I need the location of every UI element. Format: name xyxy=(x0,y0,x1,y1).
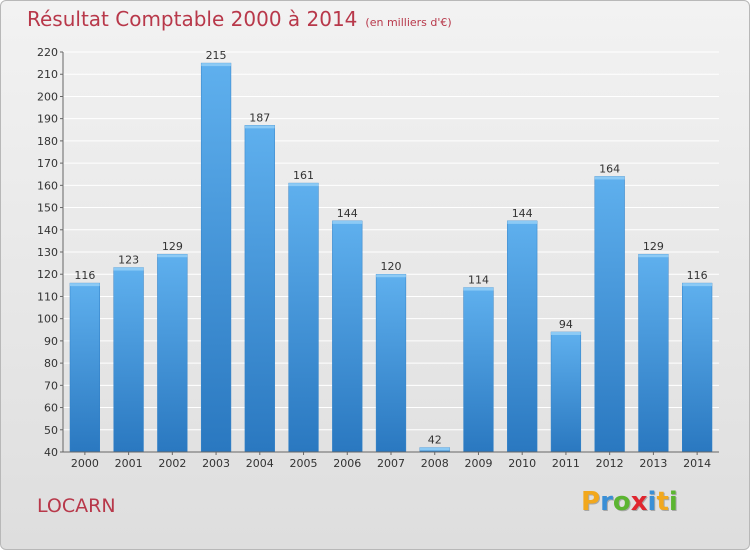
bar-highlight xyxy=(332,220,363,224)
data-label-2000: 116 xyxy=(74,269,95,282)
data-label-2003: 215 xyxy=(206,49,227,62)
bar-highlight xyxy=(244,125,275,129)
y-tick-label: 130 xyxy=(37,246,58,259)
x-tick-label-2003: 2003 xyxy=(202,457,230,470)
bar-2003 xyxy=(200,62,232,453)
x-tick-label-2008: 2008 xyxy=(421,457,449,470)
bar-highlight xyxy=(288,183,319,187)
data-label-2009: 114 xyxy=(468,274,489,287)
data-label-2012: 164 xyxy=(599,162,620,175)
y-tick-label: 210 xyxy=(37,68,58,81)
data-label-2007: 120 xyxy=(381,260,402,273)
logo-letter: i xyxy=(668,487,678,517)
bar-highlight xyxy=(69,283,100,287)
bar-highlight xyxy=(507,220,538,224)
data-label-2011: 94 xyxy=(559,318,573,331)
bar-highlight xyxy=(376,274,406,278)
bar-2005 xyxy=(288,182,319,453)
bar-2002 xyxy=(157,253,188,453)
x-tick-label-2006: 2006 xyxy=(333,457,361,470)
data-label-2005: 161 xyxy=(293,169,314,182)
bar-2007 xyxy=(375,273,407,453)
y-tick-label: 100 xyxy=(37,313,58,326)
logo-letter: o xyxy=(612,487,631,517)
logo-letter: t xyxy=(656,487,669,517)
bar-highlight xyxy=(638,254,669,258)
bar-2006 xyxy=(332,220,363,453)
bar-2011 xyxy=(550,331,582,453)
bar-highlight xyxy=(201,63,231,67)
x-tick-label-2000: 2000 xyxy=(71,457,99,470)
y-tick-label: 60 xyxy=(44,402,58,415)
y-tick-label: 200 xyxy=(37,90,58,103)
y-tick-label: 90 xyxy=(44,335,58,348)
commune-name: LOCARN xyxy=(37,495,116,517)
data-label-2002: 129 xyxy=(162,240,183,253)
y-tick-label: 170 xyxy=(37,157,58,170)
y-tick-label: 220 xyxy=(37,46,58,59)
x-tick-label-2013: 2013 xyxy=(639,457,667,470)
x-tick-label-2004: 2004 xyxy=(246,457,274,470)
bar-2000 xyxy=(69,282,100,453)
x-tick-label-2009: 2009 xyxy=(464,457,492,470)
data-label-2001: 123 xyxy=(118,254,139,267)
y-tick-label: 110 xyxy=(37,290,58,303)
bar-highlight xyxy=(463,287,494,291)
y-tick-label: 140 xyxy=(37,224,58,237)
y-tick-label: 190 xyxy=(37,113,58,126)
logo-letter: P xyxy=(581,487,601,517)
bar-2010 xyxy=(507,220,538,453)
bar-2013 xyxy=(638,253,669,453)
data-label-2008: 42 xyxy=(428,434,442,447)
x-tick-label-2010: 2010 xyxy=(508,457,536,470)
bar-highlight xyxy=(682,283,713,287)
data-label-2004: 187 xyxy=(249,111,270,124)
data-label-2006: 144 xyxy=(337,207,358,220)
bar-2009 xyxy=(463,287,494,453)
chart-title-text: Résultat Comptable 2000 à 2014 xyxy=(27,7,358,31)
y-tick-label: 40 xyxy=(44,446,58,459)
x-tick-label-2001: 2001 xyxy=(115,457,143,470)
x-tick-label-2005: 2005 xyxy=(290,457,318,470)
bar-2012 xyxy=(594,176,625,453)
x-tick-label-2011: 2011 xyxy=(552,457,580,470)
y-tick-label: 180 xyxy=(37,135,58,148)
data-label-2013: 129 xyxy=(643,240,664,253)
x-tick-label-2014: 2014 xyxy=(683,457,711,470)
logo-letter: r xyxy=(600,487,613,517)
x-tick-label-2002: 2002 xyxy=(158,457,186,470)
data-label-2010: 144 xyxy=(512,207,533,220)
y-tick-label: 150 xyxy=(37,202,58,215)
bar-highlight xyxy=(551,332,581,335)
y-tick-label: 160 xyxy=(37,179,58,192)
y-tick-label: 70 xyxy=(44,379,58,392)
chart-title: Résultat Comptable 2000 à 2014 (en millie… xyxy=(27,7,452,31)
logo-letter: i xyxy=(647,487,657,517)
y-tick-label: 120 xyxy=(37,268,58,281)
y-tick-label: 50 xyxy=(44,424,58,437)
y-tick-label: 80 xyxy=(44,357,58,370)
bar-2014 xyxy=(682,282,713,453)
proxiti-logo: Proxiti xyxy=(581,487,678,517)
logo-letter: x xyxy=(630,487,648,517)
bar-2001 xyxy=(113,267,144,453)
bar-highlight xyxy=(594,176,625,180)
data-label-2014: 116 xyxy=(687,269,708,282)
bar-highlight xyxy=(113,267,144,271)
chart-unit: (en milliers d'€) xyxy=(365,16,452,29)
x-tick-label-2012: 2012 xyxy=(596,457,624,470)
bar-highlight xyxy=(419,447,450,451)
x-tick-label-2007: 2007 xyxy=(377,457,405,470)
bar-2004 xyxy=(244,125,275,453)
bar-highlight xyxy=(157,254,188,258)
